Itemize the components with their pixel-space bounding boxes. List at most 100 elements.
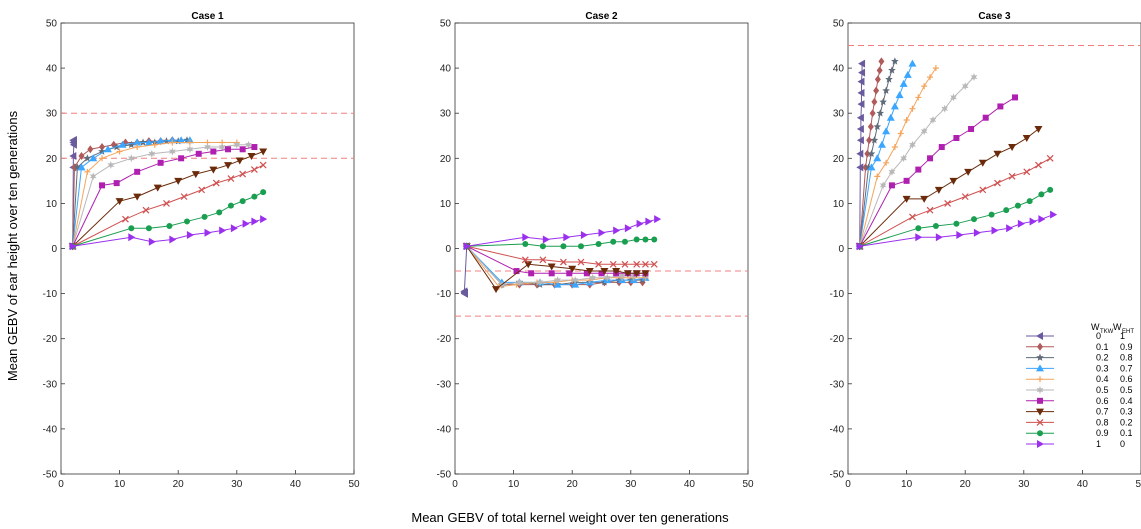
data-point <box>201 213 208 220</box>
data-point <box>585 268 594 276</box>
data-point <box>885 75 893 83</box>
data-point <box>553 280 562 288</box>
data-point <box>961 193 969 201</box>
data-point <box>876 66 883 75</box>
data-point <box>128 225 135 232</box>
data-point <box>856 113 864 122</box>
data-point <box>539 256 547 264</box>
data-point <box>873 154 882 162</box>
plot-area <box>847 22 1141 475</box>
legend-w-tkw: 0.7 <box>1096 407 1109 417</box>
data-point <box>204 228 212 237</box>
data-point <box>888 167 896 176</box>
legend-w-eht: 0.4 <box>1120 396 1133 406</box>
series-10 <box>69 189 267 250</box>
data-point <box>874 173 881 180</box>
y-tick-label: 10 <box>833 199 845 210</box>
data-point <box>198 186 206 194</box>
data-point <box>69 152 77 161</box>
data-point <box>891 144 898 151</box>
data-point <box>642 236 649 243</box>
data-point <box>239 146 246 153</box>
data-point <box>180 193 188 201</box>
y-tick-label: -40 <box>437 424 452 435</box>
data-point <box>1034 125 1043 133</box>
data-point <box>633 260 641 268</box>
data-point <box>621 238 628 245</box>
data-point <box>595 260 602 268</box>
legend-w-tkw: 0.5 <box>1096 385 1109 395</box>
data-point <box>554 276 562 285</box>
y-tick-label: -10 <box>43 289 58 300</box>
data-point <box>98 147 106 155</box>
data-point <box>873 122 882 130</box>
y-tick-label: 20 <box>46 154 58 165</box>
legend-header-eht-sub: EHT <box>1122 329 1134 335</box>
data-point <box>227 202 234 209</box>
data-point <box>641 270 650 278</box>
data-point <box>153 184 162 192</box>
data-point <box>973 228 981 237</box>
data-point <box>1017 219 1025 228</box>
data-point <box>204 143 211 152</box>
data-point <box>242 219 250 228</box>
series-1 <box>855 59 866 251</box>
data-point <box>870 136 879 144</box>
legend-w-eht: 0.6 <box>1120 374 1133 384</box>
x-tick-label: 50 <box>742 479 754 490</box>
x-tick-label: 0 <box>452 479 458 490</box>
data-point <box>883 159 890 166</box>
data-point <box>609 260 617 268</box>
data-point <box>950 93 957 102</box>
data-point <box>145 225 152 232</box>
data-point <box>1008 172 1016 180</box>
legend-header-tkw-sub: TKW <box>1100 329 1114 335</box>
data-point <box>1038 191 1045 198</box>
data-point <box>953 220 960 227</box>
data-point <box>921 83 928 90</box>
legend-w-eht: 0.7 <box>1120 363 1133 373</box>
data-point <box>909 213 916 221</box>
data-point <box>1014 202 1021 209</box>
y-tick-label: -20 <box>437 334 452 345</box>
data-point <box>169 139 176 146</box>
data-point <box>903 70 912 78</box>
data-point <box>210 148 217 155</box>
data-point <box>78 152 85 161</box>
legend-marker <box>1036 364 1044 372</box>
data-point <box>618 271 626 280</box>
data-point <box>876 109 885 117</box>
data-point <box>548 270 555 277</box>
data-point <box>869 109 876 118</box>
data-point <box>239 198 246 205</box>
series-7 <box>856 94 1019 250</box>
data-point <box>920 195 929 203</box>
data-point <box>133 138 142 146</box>
data-point <box>566 270 573 277</box>
data-point <box>915 225 922 232</box>
legend-w-tkw: 0.3 <box>1096 363 1109 373</box>
data-point <box>186 139 193 146</box>
data-point <box>128 233 136 242</box>
data-point <box>233 140 241 149</box>
data-point <box>882 127 891 135</box>
data-point <box>890 102 899 110</box>
data-point <box>899 79 908 87</box>
legend-w-tkw: 0.2 <box>1096 353 1109 363</box>
data-point <box>874 75 881 84</box>
data-point <box>979 186 987 194</box>
data-point <box>878 57 885 66</box>
chart-panel-2: Case 2 0 10 20 30 40 50 -50 -40 -30 -20 -10 0 10 20 30 4… <box>437 11 754 490</box>
x-tick-label: 10 <box>508 479 520 490</box>
data-point <box>964 168 973 176</box>
y-tick-label: 40 <box>46 64 58 75</box>
data-point <box>598 270 605 277</box>
data-point <box>1012 94 1019 101</box>
data-point <box>871 97 878 106</box>
data-point <box>522 233 530 242</box>
data-point <box>636 219 644 228</box>
data-point <box>857 88 865 97</box>
x-tick-label: 40 <box>290 479 302 490</box>
data-point <box>589 273 597 282</box>
